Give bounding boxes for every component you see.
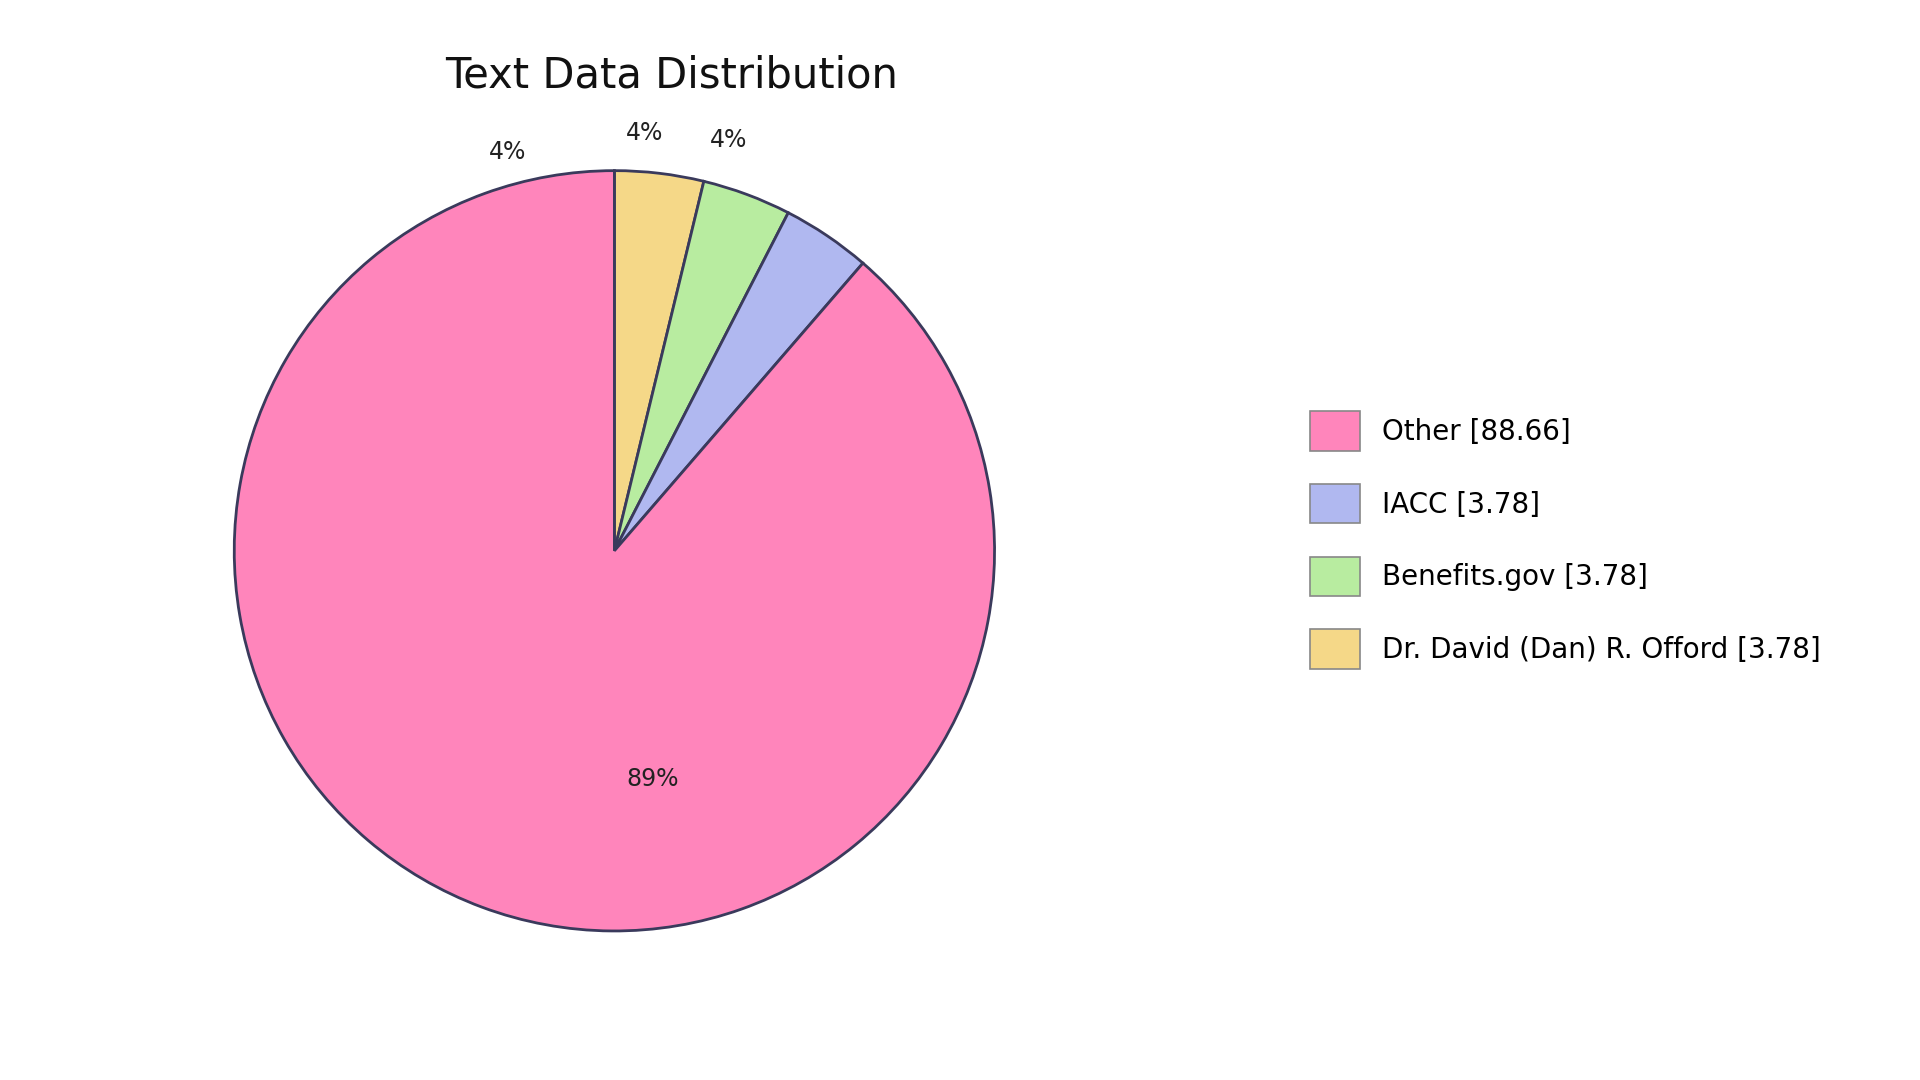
Wedge shape — [234, 171, 995, 931]
Wedge shape — [614, 171, 705, 551]
Text: Text Data Distribution: Text Data Distribution — [445, 55, 899, 96]
Legend: Other [88.66], IACC [3.78], Benefits.gov [3.78], Dr. David (Dan) R. Offord [3.78: Other [88.66], IACC [3.78], Benefits.gov… — [1283, 383, 1849, 697]
Text: 4%: 4% — [710, 129, 747, 152]
Wedge shape — [614, 181, 789, 551]
Wedge shape — [614, 213, 862, 551]
Text: 89%: 89% — [626, 767, 678, 791]
Text: 4%: 4% — [490, 139, 526, 164]
Text: 4%: 4% — [626, 121, 664, 145]
